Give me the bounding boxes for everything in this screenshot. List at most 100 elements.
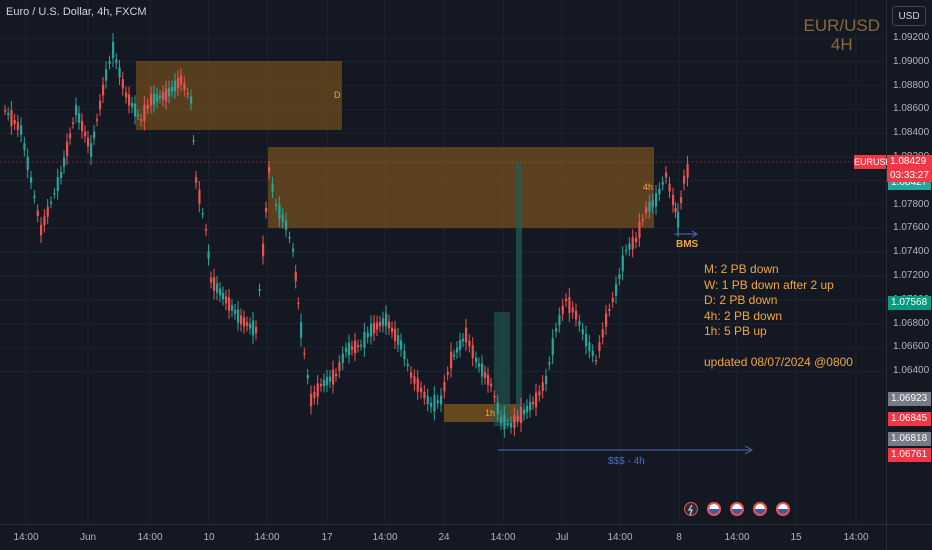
- price-axis[interactable]: 1.092001.090001.088001.086001.084001.082…: [886, 0, 932, 524]
- candle-body: [153, 93, 156, 105]
- time-tick-label: 14:00: [843, 532, 869, 543]
- 4h-zone[interactable]: [268, 147, 654, 228]
- candle-body: [335, 373, 338, 377]
- candle-body: [23, 143, 26, 151]
- daily-zone[interactable]: [136, 61, 342, 130]
- liquidity-label: $$$ - 4h: [608, 456, 645, 467]
- time-tick-label: 14:00: [137, 532, 163, 543]
- candle-body: [90, 143, 93, 157]
- candlestick-chart[interactable]: [0, 0, 886, 524]
- us-flag-icon[interactable]: [776, 502, 790, 516]
- zone-label-d: D: [334, 90, 341, 100]
- candle-body: [33, 195, 36, 198]
- candle-body: [510, 422, 513, 428]
- candle-body: [506, 423, 509, 425]
- candle-body: [137, 114, 140, 117]
- candle-body: [565, 298, 568, 302]
- candle-body: [416, 378, 419, 392]
- candle-body: [46, 206, 49, 217]
- candle-body: [195, 177, 198, 183]
- position-box-small[interactable]: [494, 312, 510, 426]
- candle-body: [50, 201, 53, 204]
- lightning-icon[interactable]: [684, 502, 698, 516]
- candle-body: [96, 119, 99, 121]
- candle-body: [605, 313, 608, 327]
- candle-body: [16, 121, 19, 131]
- candle-body: [125, 92, 128, 98]
- us-flag-icon[interactable]: [707, 502, 721, 516]
- candle-body: [30, 177, 33, 183]
- time-tick-label: 14:00: [254, 532, 280, 543]
- candle-body: [26, 156, 29, 170]
- candle-body: [413, 376, 416, 384]
- candle-body: [420, 387, 423, 393]
- candle-body: [231, 305, 234, 311]
- candle-body: [102, 84, 105, 96]
- candle-body: [388, 321, 391, 329]
- candle-body: [4, 109, 7, 112]
- candle-body: [523, 409, 526, 415]
- candle-body: [621, 255, 624, 272]
- candle-body: [548, 362, 551, 365]
- time-tick-label: 14:00: [607, 532, 633, 543]
- candle-body: [40, 224, 43, 236]
- price-tick-label: 1.09200: [893, 32, 930, 43]
- candle-body: [146, 104, 149, 109]
- candle-body: [201, 213, 204, 215]
- candle-body: [423, 391, 426, 399]
- candle-body: [575, 310, 578, 320]
- candle-body: [156, 94, 159, 102]
- candle-body: [134, 103, 137, 117]
- ask-tag: 1.07568: [888, 296, 931, 310]
- time-tick-label: 15: [790, 532, 802, 543]
- candle-body: [591, 350, 594, 357]
- countdown-tag: 03:33:27: [887, 169, 932, 182]
- candle-body: [625, 249, 628, 252]
- chart-area[interactable]: Euro / U.S. Dollar, 4h, FXCM EUR/USD 4H …: [0, 0, 886, 524]
- currency-button[interactable]: USD: [892, 6, 926, 26]
- candle-body: [288, 236, 291, 239]
- axis-corner: [886, 524, 932, 550]
- candle-body: [118, 67, 121, 78]
- note-line: D: 2 PB down: [704, 293, 778, 307]
- candle-body: [379, 321, 382, 327]
- candle-body: [677, 212, 680, 228]
- price-tick-label: 1.08600: [893, 103, 930, 115]
- candle-body: [210, 277, 213, 283]
- candle-body: [323, 379, 326, 387]
- note-line: W: 1 PB down after 2 up: [704, 277, 834, 292]
- candle-body: [205, 229, 208, 231]
- symbol-title[interactable]: Euro / U.S. Dollar, 4h, FXCM: [6, 6, 147, 18]
- candle-body: [207, 251, 210, 259]
- candle-body: [249, 323, 252, 329]
- candle-body: [234, 309, 237, 315]
- candle-body: [465, 327, 468, 343]
- candle-body: [326, 376, 329, 386]
- candle-body: [121, 79, 124, 89]
- candle-body: [651, 200, 654, 207]
- position-box-tall[interactable]: [516, 162, 522, 422]
- time-tick-label: 14:00: [490, 532, 516, 543]
- us-flag-icon[interactable]: [753, 502, 767, 516]
- candle-body: [351, 346, 354, 350]
- candle-body: [115, 59, 118, 64]
- price-tick-label: 1.07400: [893, 246, 930, 258]
- candle-body: [453, 354, 456, 357]
- time-axis[interactable]: 14:00 Jun 14:00 10 14:00 17 14:00 24 14:00 Jul 14:…: [0, 524, 886, 550]
- pair-watermark: EUR/USD 4H: [803, 16, 880, 54]
- candle-body: [672, 194, 675, 206]
- time-tick-label: 14:00: [724, 532, 750, 543]
- candle-body: [216, 283, 219, 293]
- candle-body: [618, 274, 621, 280]
- candle-body: [159, 95, 162, 99]
- candle-body: [243, 317, 246, 327]
- candle-body: [131, 102, 134, 108]
- candle-body: [354, 340, 357, 354]
- analysis-notes[interactable]: M: 2 PB down W: 1 PB down after 2 up D: …: [704, 262, 853, 370]
- candle-body: [177, 77, 180, 89]
- us-flag-icon[interactable]: [730, 502, 744, 516]
- candle-body: [529, 401, 532, 411]
- symbol-tag-left: EURUSD: [854, 155, 893, 169]
- candle-body: [370, 323, 373, 337]
- candle-body: [551, 338, 554, 356]
